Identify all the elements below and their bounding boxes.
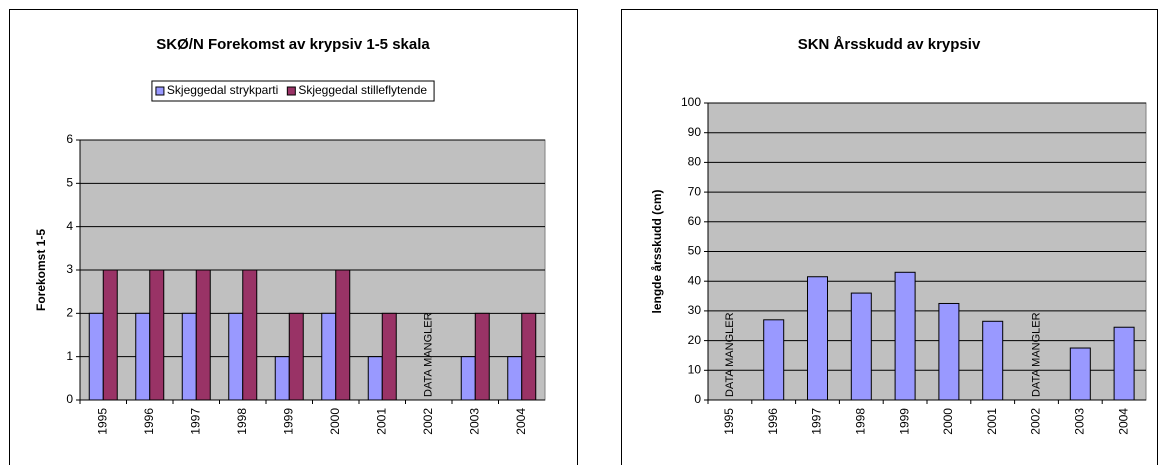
x-tick-label: 1998	[235, 408, 249, 435]
x-tick-label: 1999	[281, 408, 295, 435]
y-tick-label: 0	[694, 392, 701, 406]
legend-swatch	[286, 86, 296, 96]
y-tick-label: 2	[66, 306, 73, 320]
y-tick-label: 0	[66, 392, 73, 406]
bar	[242, 269, 258, 401]
annotation: DATA MANGLER	[423, 312, 435, 397]
x-tick-label: 1998	[853, 408, 867, 435]
y-tick-label: 50	[688, 244, 702, 258]
x-tick-label: 1996	[142, 408, 156, 435]
legend-label: Skjeggedal stilleflytende	[298, 83, 427, 97]
bar	[460, 356, 476, 401]
bar	[228, 312, 244, 401]
x-tick-label: 2002	[1029, 408, 1043, 435]
bar	[149, 269, 165, 401]
bar	[367, 356, 383, 401]
legend-label: Skjeggedal strykparti	[167, 83, 278, 97]
y-tick-label: 100	[681, 95, 701, 109]
x-tick-label: 1995	[722, 408, 736, 435]
y-tick-label: 90	[688, 125, 702, 139]
y-tick-label: 10	[688, 362, 702, 376]
bar	[195, 269, 211, 401]
chart-title: SKN Årsskudd av krypsiv	[798, 36, 981, 53]
x-tick-label: 1999	[897, 408, 911, 435]
x-tick-label: 2003	[1072, 408, 1086, 435]
y-tick-label: 6	[66, 132, 73, 146]
x-tick-label: 1996	[766, 408, 780, 435]
x-tick-label: 2003	[467, 408, 481, 435]
y-tick-label: 60	[688, 214, 702, 228]
annotation: DATA MANGLER	[724, 312, 736, 397]
bar	[135, 312, 151, 401]
bar	[474, 312, 490, 401]
y-tick-label: 40	[688, 273, 702, 287]
x-tick-label: 2004	[1116, 408, 1130, 435]
y-axis-label: Forekomst 1-5	[34, 229, 48, 311]
bar	[181, 312, 197, 401]
bar	[507, 356, 523, 401]
chart-title: SKØ/N Forekomst av krypsiv 1-5 skala	[156, 36, 430, 53]
bar	[982, 320, 1004, 401]
y-tick-label: 30	[688, 303, 702, 317]
y-tick-label: 5	[66, 176, 73, 190]
bar	[894, 271, 916, 401]
bar	[521, 312, 537, 401]
bar	[335, 269, 351, 401]
x-tick-label: 1997	[810, 408, 824, 435]
bar	[88, 312, 104, 401]
y-tick-label: 4	[66, 219, 73, 233]
bar	[274, 356, 290, 401]
x-tick-label: 2001	[374, 408, 388, 435]
y-tick-label: 1	[66, 349, 73, 363]
bar	[321, 312, 337, 401]
y-tick-label: 3	[66, 262, 73, 276]
x-tick-label: 2002	[421, 408, 435, 435]
y-tick-label: 70	[688, 184, 702, 198]
bar	[850, 292, 872, 401]
y-axis-label: lengde årsskudd (cm)	[650, 189, 664, 313]
annotation: DATA MANGLER	[1030, 312, 1042, 397]
x-tick-label: 2001	[985, 408, 999, 435]
bar	[1069, 347, 1091, 401]
bar	[807, 276, 828, 401]
bar	[288, 312, 304, 401]
x-tick-label: 2000	[328, 408, 342, 435]
bar	[938, 302, 960, 401]
x-tick-label: 2000	[941, 408, 955, 435]
bar	[1113, 326, 1135, 401]
legend-swatch	[155, 86, 165, 96]
x-tick-label: 1997	[188, 408, 202, 435]
x-tick-label: 1995	[95, 408, 109, 435]
y-tick-label: 20	[688, 333, 702, 347]
x-tick-label: 2004	[514, 408, 528, 435]
bar	[102, 269, 118, 401]
y-tick-label: 80	[688, 155, 702, 169]
bar	[381, 312, 397, 401]
bar	[763, 319, 785, 401]
